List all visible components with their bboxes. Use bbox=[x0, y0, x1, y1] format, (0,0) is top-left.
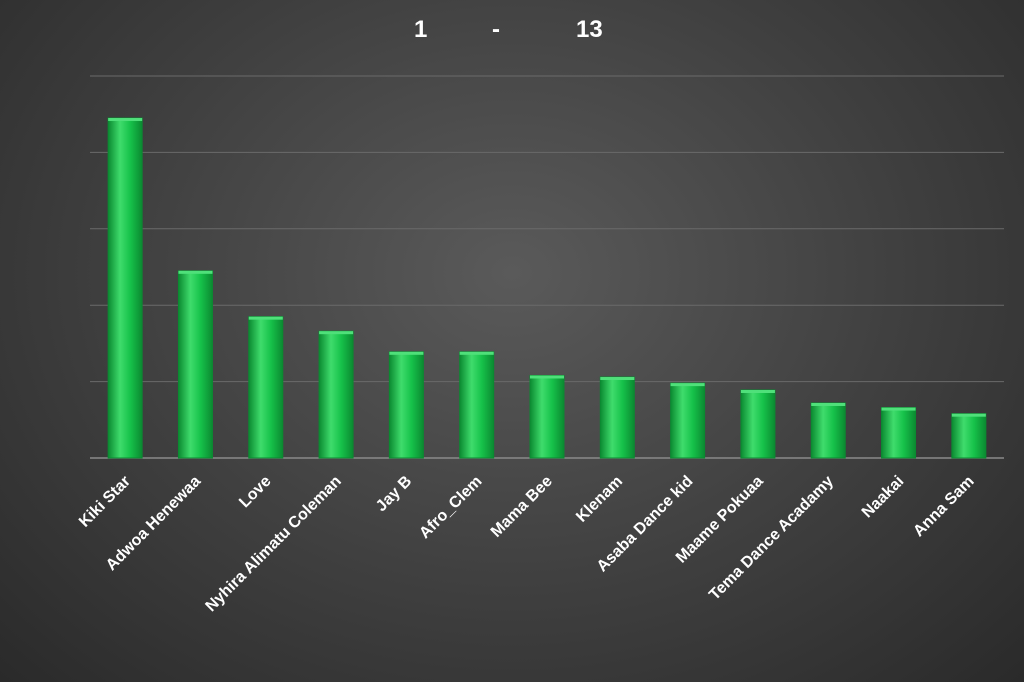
bar-cap-2 bbox=[248, 316, 283, 320]
category-label-11: Naakai bbox=[859, 473, 908, 522]
bar-cap-5 bbox=[459, 351, 494, 355]
bar-cap-11 bbox=[881, 407, 916, 411]
bar-11 bbox=[881, 407, 917, 459]
title-end: 13 bbox=[576, 16, 603, 43]
bar-12 bbox=[951, 413, 987, 459]
bar-cap-4 bbox=[389, 351, 424, 355]
category-label-12: Anna Sam bbox=[910, 473, 977, 540]
bar-cap-0 bbox=[108, 118, 143, 122]
category-label-7: Klenam bbox=[573, 473, 626, 526]
title-separator: - bbox=[492, 16, 500, 43]
title-start: 1 bbox=[414, 16, 428, 43]
bar-cap-7 bbox=[600, 377, 635, 381]
bar-8 bbox=[670, 382, 706, 459]
category-label-5: Afro_Clem bbox=[416, 473, 485, 542]
bars bbox=[107, 117, 987, 459]
bar-0 bbox=[107, 117, 143, 459]
category-label-4: Jay B bbox=[373, 473, 415, 515]
bar-10 bbox=[810, 402, 846, 459]
bar-7 bbox=[599, 376, 635, 459]
bar-9 bbox=[740, 389, 776, 459]
bar-1 bbox=[177, 270, 213, 459]
category-label-0: Kiki Star bbox=[76, 473, 134, 531]
bar-cap-6 bbox=[530, 375, 564, 379]
bar-6 bbox=[529, 374, 565, 459]
category-label-6: Mama Bee bbox=[488, 473, 556, 541]
bar-4 bbox=[388, 351, 424, 459]
bar-2 bbox=[248, 316, 284, 459]
bar-cap-1 bbox=[178, 270, 213, 274]
category-label-10: Tema Dance Acadamy bbox=[706, 473, 837, 604]
bar-3 bbox=[318, 330, 354, 459]
bar-cap-9 bbox=[740, 390, 775, 394]
category-label-3: Nyhira Alimatu Coleman bbox=[203, 473, 345, 615]
bar-5 bbox=[459, 351, 495, 459]
bar-cap-12 bbox=[951, 413, 986, 417]
bar-cap-3 bbox=[319, 331, 354, 335]
bar-cap-8 bbox=[670, 383, 705, 387]
bar-cap-10 bbox=[811, 402, 846, 406]
category-label-2: Love bbox=[236, 473, 274, 511]
